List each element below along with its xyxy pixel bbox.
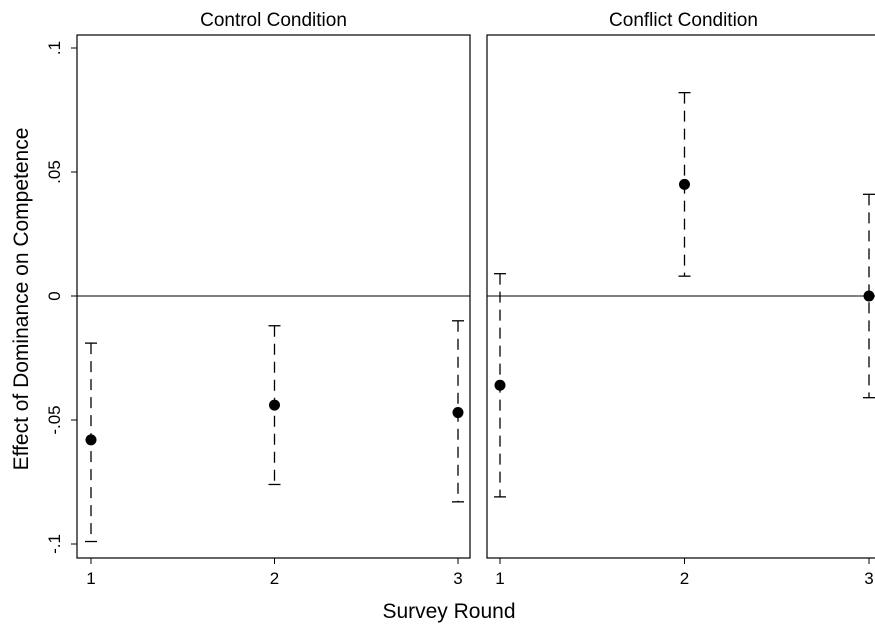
panel-2: Conflict Condition 1 2 3 [486, 10, 875, 588]
x-tick-label: 1 [86, 569, 95, 588]
data-point [494, 379, 506, 391]
y-tick-label: .05 [45, 160, 64, 184]
x-tick-label: 3 [453, 569, 462, 588]
y-tick-label: -.1 [45, 534, 64, 554]
panel-title: Control Condition [200, 10, 347, 31]
x-tick-label: 1 [495, 569, 504, 588]
y-axis-title: Effect of Dominance on Competence [10, 128, 33, 471]
panel-1: Control Condition -.1 -.05 0 .05 .1 1 2 3 [45, 10, 471, 588]
data-point [679, 178, 690, 190]
panel-title: Conflict Condition [609, 10, 758, 31]
x-tick-label: 2 [680, 569, 689, 588]
x-tick-label: 2 [270, 569, 279, 588]
data-point [452, 407, 464, 419]
data-point [863, 290, 875, 302]
y-tick-label: 0 [45, 291, 64, 300]
y-tick-label: .1 [45, 41, 64, 55]
x-tick-label: 3 [864, 569, 873, 588]
data-point [269, 399, 280, 411]
y-tick-label: -.05 [45, 405, 64, 434]
x-axis-title: Survey Round [382, 600, 515, 623]
data-point [85, 434, 97, 446]
